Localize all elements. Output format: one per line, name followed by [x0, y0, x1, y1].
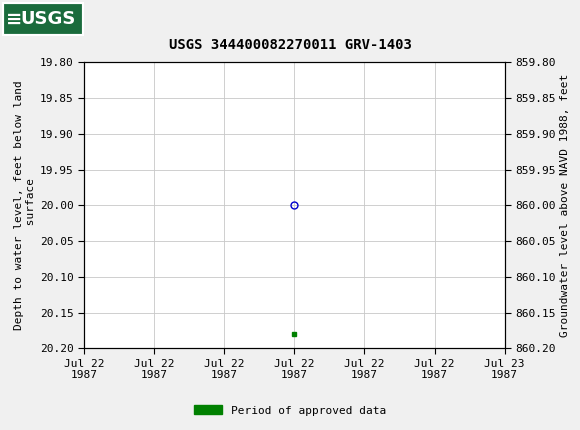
Legend: Period of approved data: Period of approved data [190, 401, 390, 420]
Y-axis label: Depth to water level, feet below land
 surface: Depth to water level, feet below land su… [14, 80, 36, 330]
Text: USGS 344400082270011 GRV-1403: USGS 344400082270011 GRV-1403 [169, 38, 411, 52]
Text: ≡: ≡ [6, 9, 23, 28]
FancyBboxPatch shape [3, 3, 83, 35]
Text: USGS: USGS [20, 10, 75, 28]
Y-axis label: Groundwater level above NAVD 1988, feet: Groundwater level above NAVD 1988, feet [560, 74, 570, 337]
